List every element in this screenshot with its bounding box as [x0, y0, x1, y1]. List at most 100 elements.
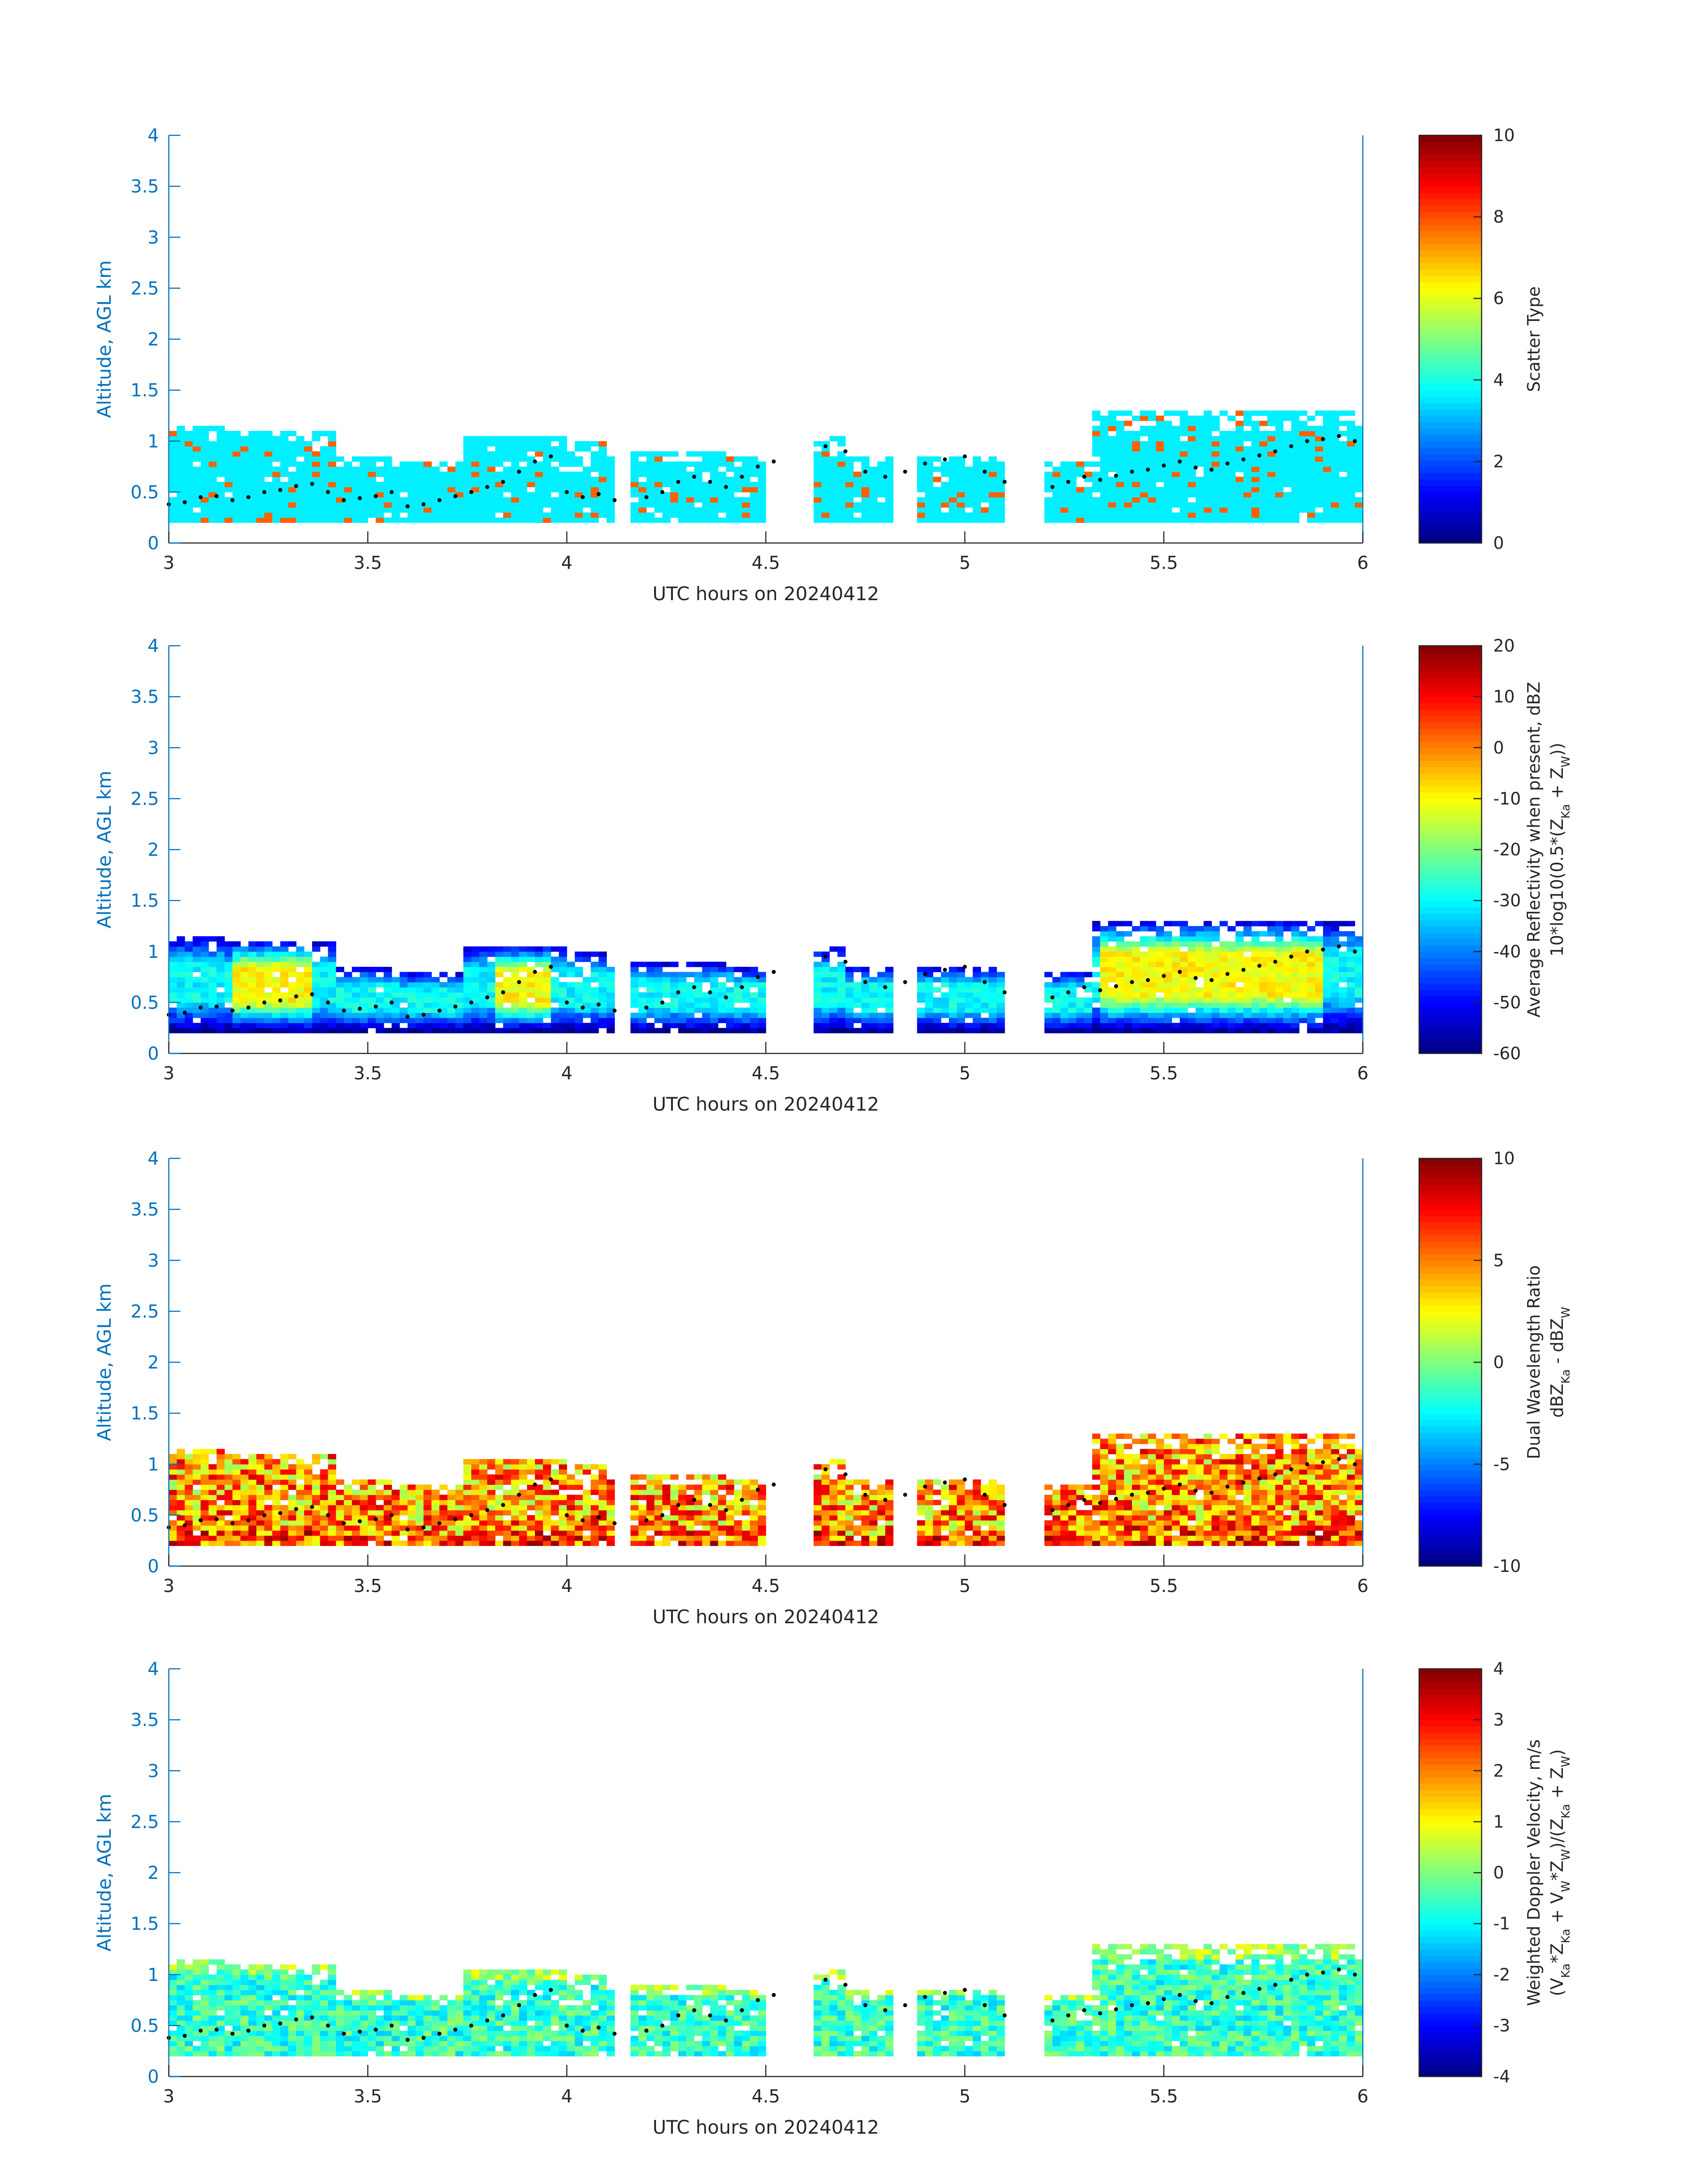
data-cell — [328, 1018, 336, 1024]
data-cell — [1124, 441, 1132, 447]
colorbar-step — [1419, 275, 1482, 282]
data-cell — [479, 441, 488, 447]
data-cell — [169, 1028, 177, 1033]
data-cell — [256, 941, 265, 947]
data-cell — [1219, 502, 1228, 508]
data-cell — [686, 1007, 695, 1013]
data-cell — [376, 1489, 384, 1495]
data-cell — [344, 982, 352, 988]
data-cell — [1100, 1007, 1109, 1013]
data-cell — [837, 517, 846, 523]
data-cell — [551, 982, 560, 988]
data-cell — [392, 1023, 400, 1028]
data-cell — [837, 441, 846, 447]
data-cell — [1259, 982, 1268, 988]
data-cell — [598, 1023, 607, 1028]
data-cell — [1140, 492, 1148, 497]
data-cell — [694, 472, 702, 477]
data-cell — [1140, 951, 1148, 957]
data-cell — [264, 1479, 273, 1485]
data-cell — [1084, 1002, 1093, 1008]
data-cell — [296, 961, 305, 967]
data-cell — [511, 977, 519, 982]
data-cell — [1092, 926, 1101, 932]
colorbar-step — [1419, 447, 1482, 455]
data-cell — [702, 1023, 710, 1028]
data-cell — [511, 456, 519, 462]
data-cell — [217, 992, 225, 998]
data-cell — [1227, 507, 1236, 513]
data-cell — [678, 492, 687, 497]
data-cell — [583, 476, 591, 482]
data-cell — [646, 466, 655, 472]
data-cell — [296, 476, 305, 482]
data-cell — [304, 1469, 313, 1475]
data-cell — [336, 967, 344, 972]
data-cell — [176, 1505, 185, 1511]
data-cell — [543, 982, 551, 988]
colorbar-step — [1419, 945, 1482, 952]
data-cell — [280, 430, 288, 436]
data-cell — [264, 1469, 273, 1475]
data-cell — [821, 1012, 830, 1018]
data-cell — [479, 446, 488, 452]
data-cell — [209, 497, 217, 503]
data-cell — [662, 1007, 671, 1013]
data-cell — [981, 1023, 989, 1028]
data-cell — [742, 1007, 750, 1013]
data-cell — [272, 1023, 281, 1028]
data-cell — [829, 1023, 838, 1028]
data-cell — [359, 1500, 368, 1505]
data-cell — [1124, 972, 1132, 978]
data-cell — [989, 982, 997, 988]
data-cell — [702, 482, 710, 487]
data-cell — [415, 1530, 424, 1536]
data-cell — [630, 456, 639, 462]
data-cell — [1156, 957, 1164, 962]
data-cell — [407, 1495, 416, 1500]
data-cell — [359, 472, 368, 477]
data-cell — [248, 1012, 257, 1018]
data-cell — [1148, 461, 1157, 467]
data-cell — [487, 992, 496, 998]
data-cell — [1315, 921, 1324, 927]
data-cell — [479, 997, 488, 1003]
data-cell — [304, 456, 313, 462]
data-cell — [248, 982, 257, 988]
data-cell — [1291, 410, 1299, 416]
data-cell — [328, 967, 336, 972]
data-cell — [264, 497, 273, 503]
data-cell — [288, 456, 296, 462]
data-cell — [169, 507, 177, 513]
data-cell — [359, 456, 368, 462]
data-cell — [1211, 436, 1220, 442]
data-cell — [1092, 415, 1101, 421]
cloud-base-dot — [676, 480, 681, 484]
data-cell — [527, 446, 535, 452]
data-cell — [392, 1540, 400, 1546]
data-cell — [1315, 946, 1324, 952]
data-cell — [1156, 487, 1164, 493]
data-cell — [1267, 441, 1276, 447]
data-cell — [917, 512, 926, 518]
data-cell — [583, 987, 591, 993]
data-cell — [1275, 466, 1284, 472]
data-cell — [1315, 446, 1324, 452]
data-cell — [1331, 1023, 1340, 1028]
data-cell — [686, 1012, 695, 1018]
data-cell — [1315, 951, 1324, 957]
data-cell — [1132, 456, 1140, 462]
data-cell — [320, 992, 329, 998]
data-cell — [1243, 967, 1252, 972]
data-cell — [956, 497, 965, 503]
data-cell — [423, 1002, 432, 1008]
data-cell — [933, 1002, 941, 1008]
data-cell — [551, 1018, 560, 1024]
data-cell — [184, 1459, 193, 1465]
data-cell — [1203, 517, 1212, 523]
data-cell — [710, 967, 718, 972]
data-cell — [304, 1500, 313, 1505]
data-cell — [407, 1012, 416, 1018]
data-cell — [551, 1023, 560, 1028]
data-cell — [567, 1007, 575, 1013]
